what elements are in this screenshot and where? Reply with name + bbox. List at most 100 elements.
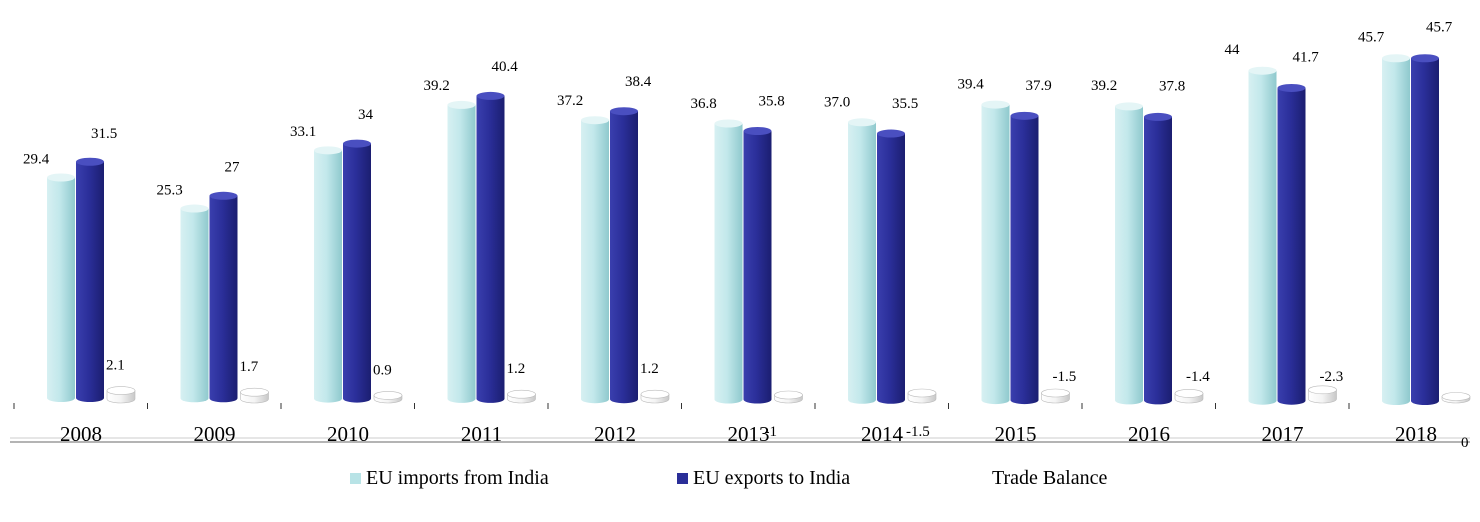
data-label-imports-2009: 25.3 [157,182,183,198]
legend-label-exports: EU exports to India [693,467,851,489]
bar-imports-2011 [447,100,476,403]
data-label-imports-2017: 44 [1225,42,1241,58]
bar-body [343,143,372,403]
bar-top [1041,388,1070,398]
bar-body [848,122,876,404]
x-axis: 2008 2009 2010 2011 2012 2013 2014 2015 2016 2017… [10,403,1470,446]
bar-body [1248,70,1277,405]
bar-imports-2009 [180,204,209,403]
bar-body [1382,58,1410,405]
bar-top [1144,112,1172,121]
data-label-imports-2010: 33.1 [290,124,316,140]
data-label-imports-2015: 39.4 [958,77,985,93]
legend-item-imports: EU imports from India [350,467,549,490]
bar-body [1277,87,1306,405]
bar-balance-2012 [640,389,670,404]
data-label-imports-2018: 45.7 [1358,29,1385,45]
bar-balance-2011 [507,389,536,404]
year-label-2009: 2009 [194,422,236,446]
bar-top [106,386,136,395]
bar-top [907,388,937,398]
data-label-balance-2008: 2.1 [106,358,125,374]
legend-label-imports: EU imports from India [366,467,549,489]
bar-imports-2012 [581,116,609,404]
bar-balance-2018 [1441,392,1471,404]
legend-item-exports: EU exports to India [677,467,850,490]
bar-body [1411,58,1439,405]
bar-balance-2014 [907,388,937,404]
bar-body [877,133,905,404]
bar-body [447,104,476,403]
data-label-exports-2009: 27 [225,160,241,176]
bar-top [1411,54,1439,63]
bar-balance-2010 [373,391,403,404]
bar-exports-2015 [1010,111,1039,405]
bar-top [507,389,536,399]
bar-body [1010,115,1039,405]
bar-body [209,195,238,403]
bar-top [743,127,772,135]
data-label-imports-2016: 39.2 [1091,78,1117,94]
bar-top [981,100,1010,109]
bar-imports-2008 [47,173,75,402]
data-label-balance-2015: -1.5 [1053,369,1077,385]
year-label-2011: 2011 [461,422,502,446]
bar-top [1441,392,1471,401]
bar-exports-2018 [1411,54,1439,405]
bar-exports-2014 [877,129,905,404]
bar-exports-2012 [610,107,638,404]
bar-body [1144,116,1172,405]
data-label-exports-2008: 31.5 [91,126,117,142]
legend-item-balance: Trade Balance [992,467,1107,490]
year-label-2013: 2013 [728,422,770,446]
data-label-imports-2008: 29.4 [23,152,50,168]
data-label-balance-2009: 1.7 [240,359,259,375]
data-label-imports-2011: 39.2 [424,78,450,94]
bar-exports-2011 [476,91,505,403]
bar-imports-2018 [1382,54,1410,405]
bar-top [47,173,75,182]
bar-top [714,119,743,128]
data-label-exports-2018: 45.7 [1426,19,1453,35]
year-label-2017: 2017 [1262,422,1304,446]
data-label-exports-2010: 34 [358,107,374,123]
bar-top [76,157,104,166]
bar-top [180,204,209,213]
data-label-exports-2014: 35.5 [892,96,918,112]
bar-imports-2016 [1115,102,1143,405]
data-label-balance-2016: -1.4 [1186,369,1210,385]
bar-body [743,131,772,404]
data-label-balance-2010: 0.9 [373,362,392,378]
bars [47,54,1471,405]
bar-body [180,208,209,403]
bar-exports-2017 [1277,83,1306,405]
bar-top [581,116,609,125]
bar-top [343,139,371,148]
bar-top [774,390,803,400]
bar-exports-2013 [743,127,772,404]
year-label-2016: 2016 [1128,422,1170,446]
data-label-balance-2018: 0 [1461,435,1469,451]
data-labels: 29.4 25.3 33.1 39.2 37.2 36.8 37.0 39.4 39.2 44 45… [23,19,1469,451]
bar-top [1277,83,1306,92]
data-label-imports-2012: 37.2 [557,93,583,109]
year-label-2018: 2018 [1395,422,1437,446]
bar-body [981,104,1010,405]
bar-body [476,95,505,403]
data-label-exports-2016: 37.8 [1159,79,1185,95]
bar-top [314,146,342,155]
bar-balance-2017 [1308,385,1337,404]
bar-balance-2009 [240,387,269,404]
data-label-exports-2012: 38.4 [625,74,652,90]
bar-top [476,91,505,100]
bar-imports-2013 [714,119,743,404]
year-label-2015: 2015 [995,422,1037,446]
bar-top [610,107,638,116]
bar-top [877,129,905,138]
bar-body [1115,106,1143,405]
data-label-balance-2014: -1.5 [906,424,930,440]
bar-body [714,123,743,404]
data-label-imports-2013: 36.8 [691,96,717,112]
bar-body [581,120,609,404]
bar-exports-2010 [343,139,372,403]
